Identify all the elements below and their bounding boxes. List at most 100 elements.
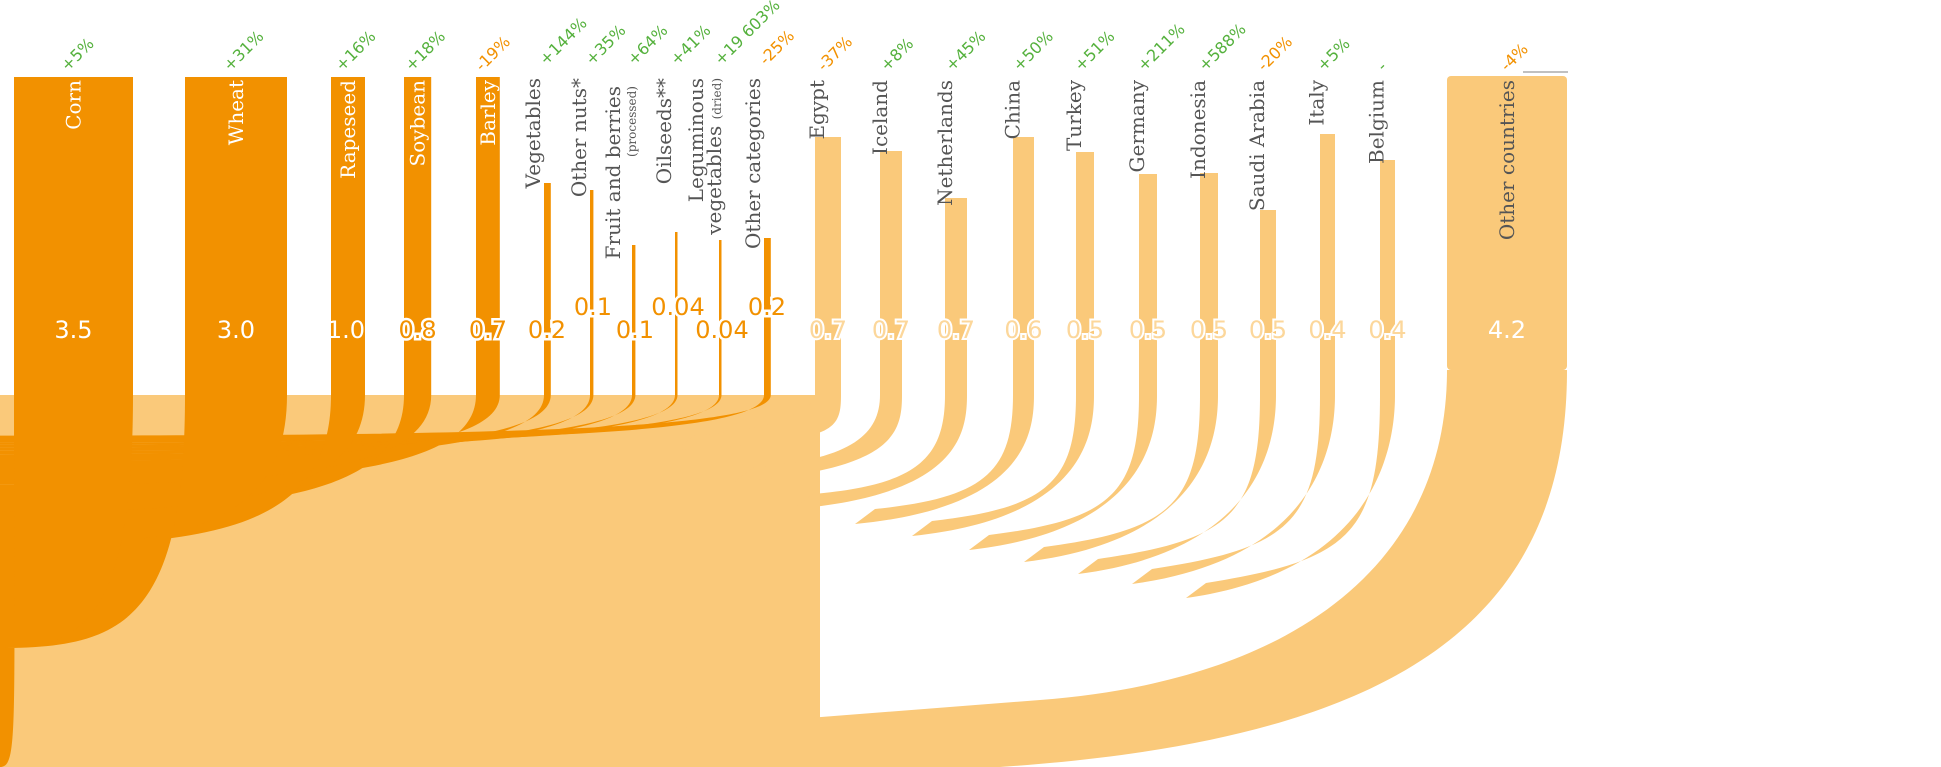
label-germany: Germany: [1125, 79, 1149, 172]
flow-saudi-arabia: [1078, 395, 1276, 574]
label-china: China: [1001, 80, 1025, 139]
change-wheat: +31%: [219, 27, 267, 75]
flow-layer: [0, 370, 1567, 767]
bar-fruit-and-berries: [632, 245, 636, 395]
flow-netherlands: [793, 395, 967, 509]
flow-belgium: [1186, 395, 1395, 598]
label-iceland: Iceland: [868, 80, 892, 155]
change-soybean: +18%: [401, 27, 449, 75]
bar-iceland: [880, 151, 902, 395]
value-wheat: 3.0: [217, 316, 255, 344]
value-iceland: 0.7: [872, 316, 910, 344]
bar-barley: [476, 77, 500, 395]
bar-other-categories: [764, 238, 771, 395]
value-germany: 0.5: [1129, 316, 1167, 344]
change-other-countries: -4%: [1496, 39, 1531, 74]
flow-iceland: [734, 395, 902, 482]
value-barley: 0.7: [469, 316, 507, 344]
bar-leguminous: [719, 240, 722, 395]
bar-soybean: [404, 77, 432, 395]
label-corn: Corn: [62, 80, 86, 130]
label-fruit-and-berries: Fruit and berries: [601, 86, 625, 259]
bar-belgium: [1380, 160, 1395, 395]
value-china: 0.6: [1004, 316, 1042, 344]
value-belgium: 0.4: [1368, 316, 1406, 344]
flow-soybean: [0, 395, 432, 512]
value-rapeseed: 1.0: [327, 316, 365, 344]
change-egypt: -37%: [813, 32, 856, 75]
flow-turkey: [912, 395, 1094, 536]
bar-saudi-arabia: [1260, 210, 1276, 395]
flow-other-countries: [180, 370, 1567, 767]
label-turkey: Turkey: [1062, 79, 1086, 151]
value-italy: 0.4: [1308, 316, 1346, 344]
label-leguminous: Leguminous: [684, 78, 708, 202]
value-turkey: 0.5: [1066, 316, 1104, 344]
label-sub-dried: (dried): [710, 78, 724, 119]
value-netherlands: 0.7: [937, 316, 975, 344]
value-corn: 3.5: [54, 316, 92, 344]
bar-other-countries: [1447, 76, 1567, 370]
bar-china: [1013, 137, 1034, 395]
bar-germany: [1139, 174, 1157, 395]
flow-indonesia: [1024, 395, 1218, 562]
value-oilseeds: 0.04: [651, 293, 704, 321]
flow-china: [855, 395, 1034, 524]
flow-egypt: [675, 395, 841, 450]
bar-turkey: [1076, 152, 1094, 395]
label-vegetables: Vegetables: [521, 78, 545, 189]
change-germany: +211%: [1133, 20, 1188, 75]
label-rapeseed: Rapeseed: [336, 80, 360, 179]
bar-indonesia: [1200, 173, 1218, 395]
label-soybean: Soybean: [406, 80, 430, 167]
label-other-categories: Other categories: [741, 78, 765, 249]
change-indonesia: +588%: [1194, 20, 1249, 75]
bar-wheat: [185, 77, 287, 395]
bar-oilseeds: [675, 232, 678, 395]
value-other-nuts: 0.1: [574, 293, 612, 321]
bar-italy: [1320, 134, 1335, 395]
bar-vegetables: [544, 183, 551, 395]
label-belgium: Belgium: [1365, 80, 1389, 164]
change-other-categories: -25%: [755, 26, 798, 69]
label-indonesia: Indonesia: [1186, 80, 1210, 179]
label-barley: Barley: [476, 79, 500, 145]
label-saudi-arabia: Saudi Arabia: [1245, 80, 1269, 211]
value-vegetables: 0.2: [528, 316, 566, 344]
change-belgium: -: [1373, 57, 1391, 75]
change-corn: +5%: [57, 34, 98, 75]
label-netherlands: Netherlands: [933, 80, 957, 206]
change-barley: -19%: [471, 32, 514, 75]
value-egypt: 0.7: [809, 316, 847, 344]
change-saudi-arabia: -20%: [1253, 32, 1296, 75]
change-oilseeds: +41%: [666, 21, 714, 69]
bar-netherlands: [945, 198, 967, 395]
change-vegetables: +144%: [535, 14, 590, 69]
change-iceland: +8%: [876, 34, 917, 75]
bar-corn: [14, 77, 133, 395]
bar-other-nuts: [590, 190, 594, 395]
change-italy: +5%: [1313, 34, 1354, 75]
value-soybean: 0.8: [399, 316, 437, 344]
label-oilseeds: Oilseeds**: [652, 78, 676, 184]
change-turkey: +51%: [1070, 27, 1118, 75]
value-other-categories: 0.2: [748, 293, 786, 321]
value-indonesia: 0.5: [1190, 316, 1228, 344]
value-other-countries: 4.2: [1488, 316, 1526, 344]
label-sub-fruit-and-berries: (processed): [625, 86, 639, 157]
change-rapeseed: +16%: [331, 27, 379, 75]
bar-rapeseed: [331, 77, 365, 395]
label-other-nuts: Other nuts*: [567, 78, 591, 197]
label-egypt: Egypt: [805, 80, 829, 140]
change-fruit-and-berries: +64%: [623, 21, 671, 69]
value-saudi-arabia: 0.5: [1249, 316, 1287, 344]
label-italy: Italy: [1305, 79, 1329, 125]
label-other-countries: Other countries: [1495, 80, 1519, 240]
bar-egypt: [815, 137, 841, 395]
label-wheat: Wheat: [224, 80, 248, 145]
flow-italy: [1132, 395, 1335, 584]
flow-corn: [0, 395, 133, 767]
value-fruit-and-berries: 0.1: [616, 316, 654, 344]
value-leguminous: 0.04: [695, 316, 748, 344]
